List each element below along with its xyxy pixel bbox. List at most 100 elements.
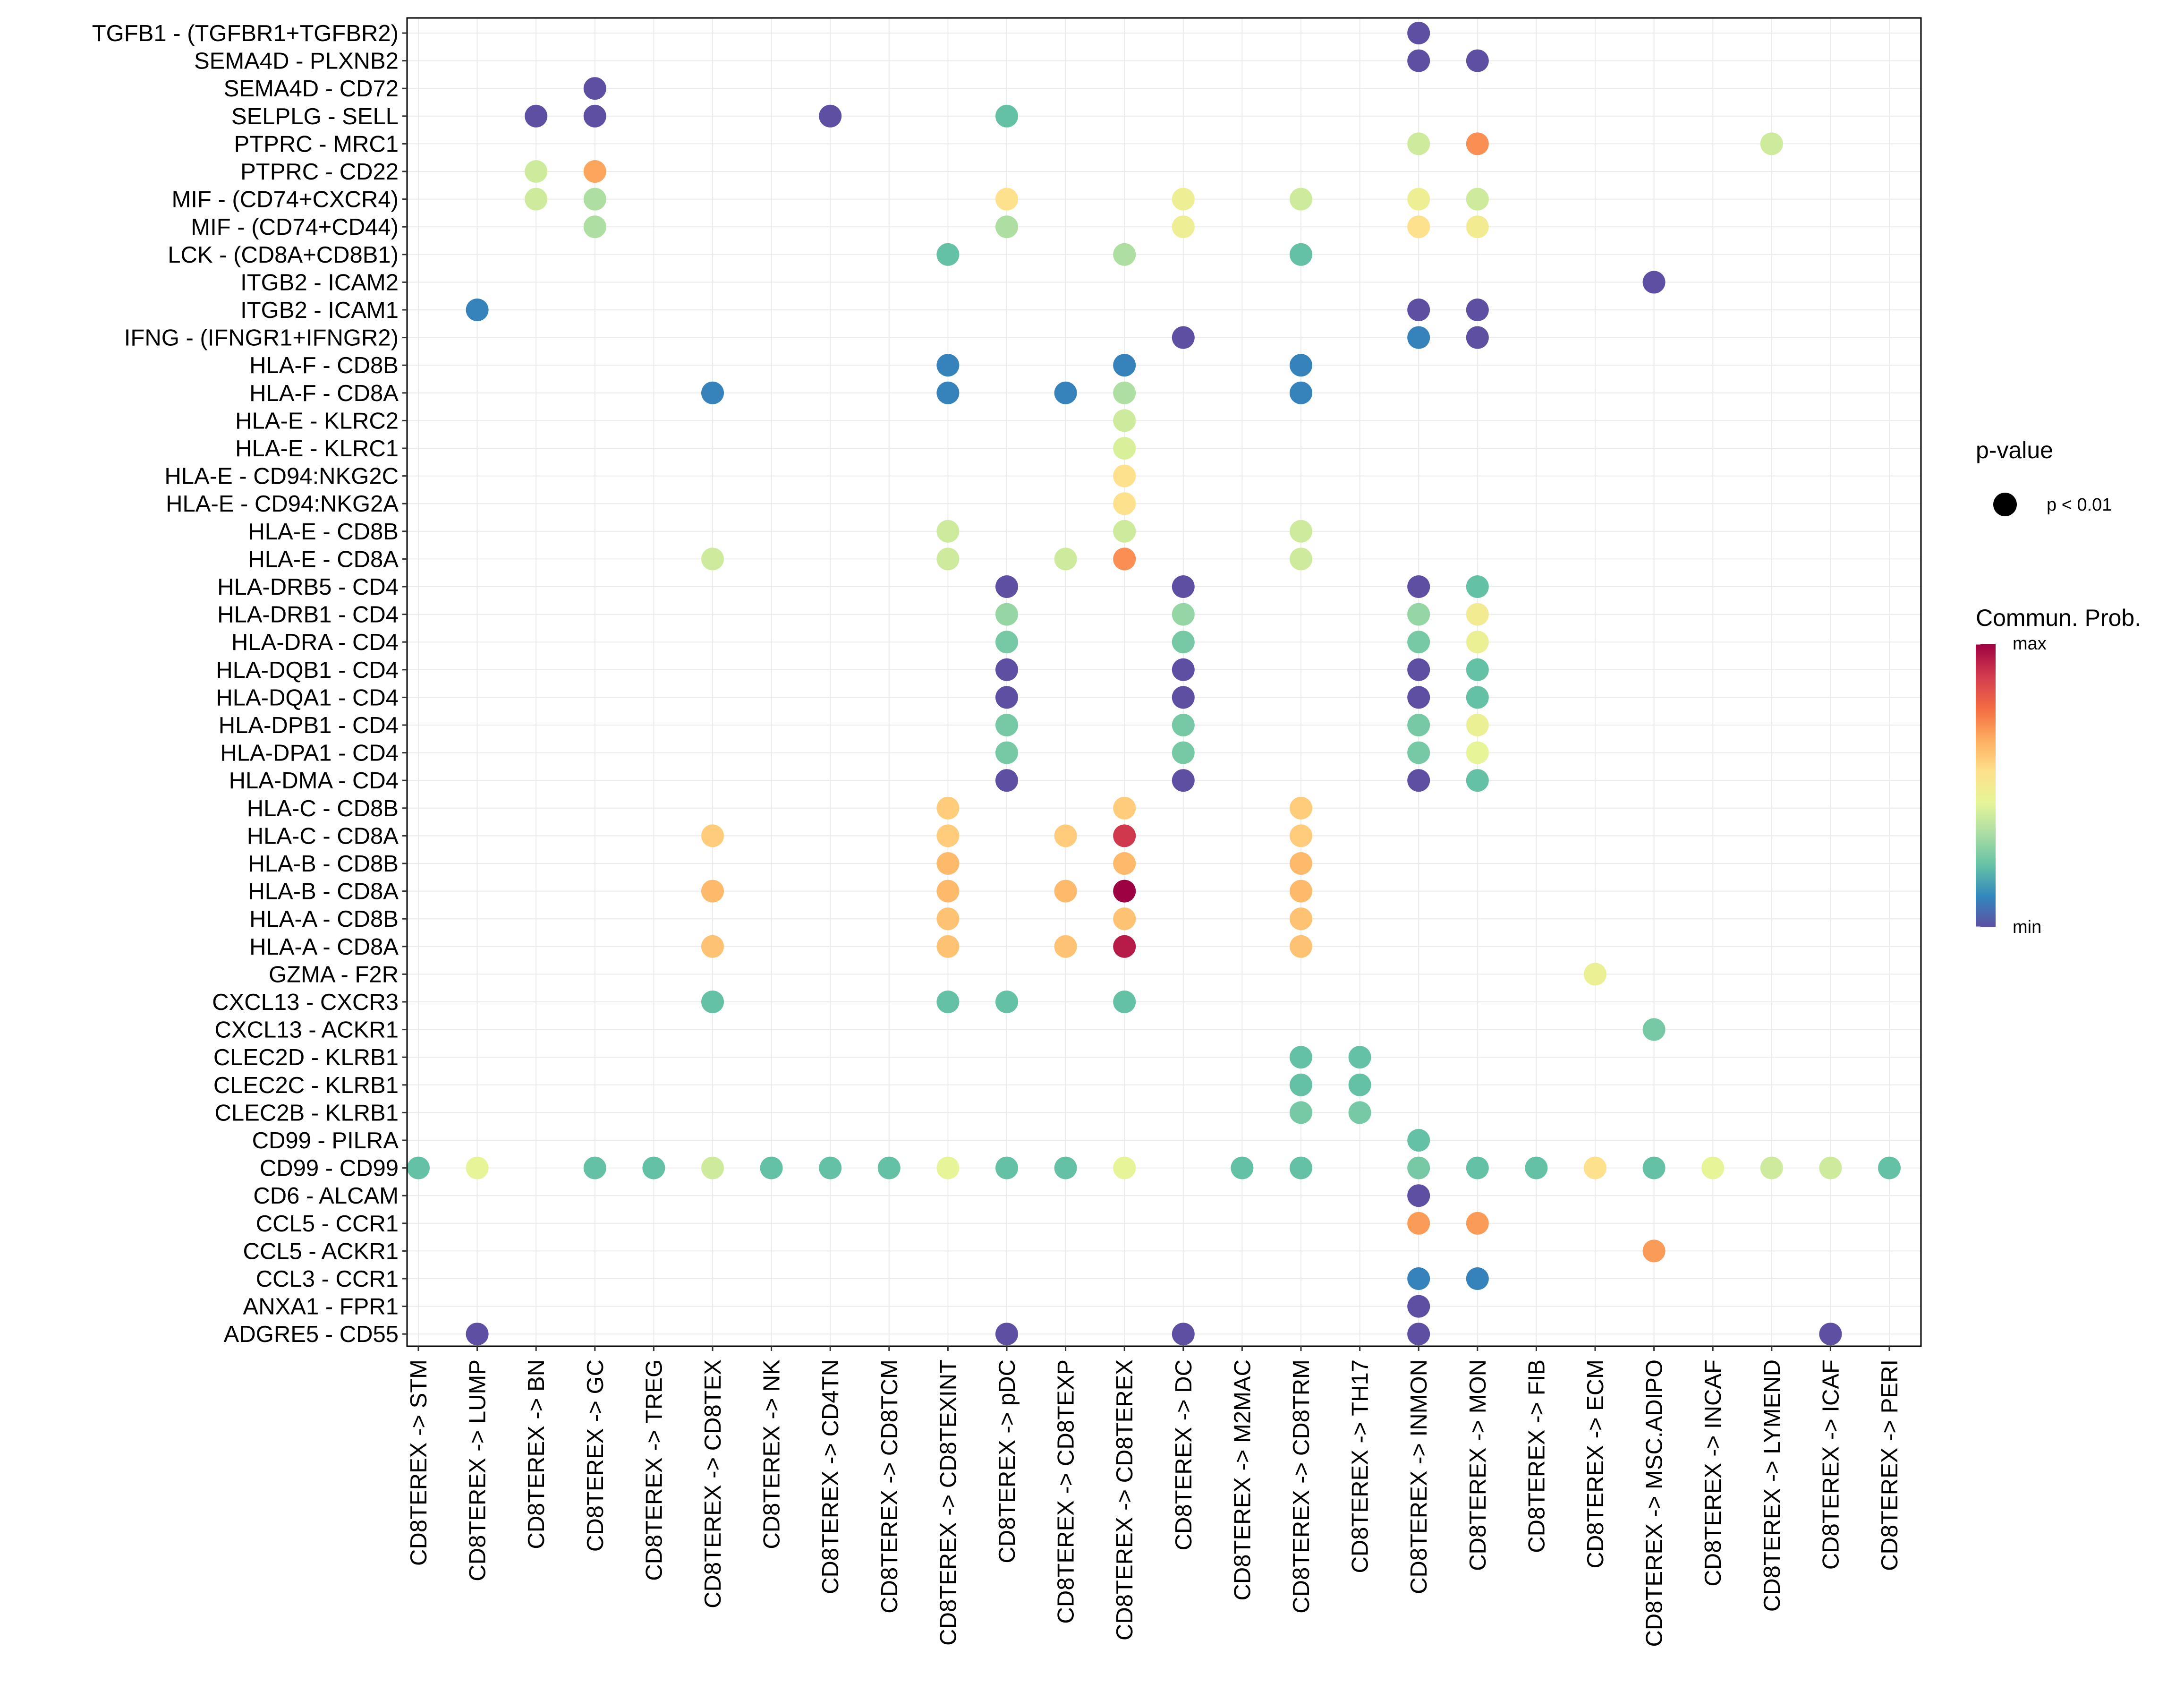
- data-point: [466, 1156, 489, 1179]
- data-point: [1642, 1239, 1666, 1263]
- data-point: [1348, 1073, 1371, 1096]
- x-axis: CD8TEREX -> STM CD8TEREX -> LUMP CD8TEREX …: [406, 1346, 1903, 1647]
- data-point: [1172, 714, 1195, 736]
- y-tick-label: MIF - (CD74+CD44): [191, 214, 399, 240]
- data-point: [583, 160, 606, 183]
- data-point: [583, 104, 606, 128]
- data-point: [1054, 547, 1077, 571]
- data-point: [1172, 326, 1195, 349]
- data-point: [1407, 741, 1430, 764]
- data-point: [1407, 1156, 1430, 1179]
- grid-lines: [407, 18, 1921, 1346]
- data-point: [583, 188, 606, 211]
- y-tick-label: HLA-C - CD8B: [247, 796, 399, 821]
- data-point: [1054, 1156, 1077, 1179]
- data-point: [1172, 188, 1195, 211]
- data-point: [1466, 215, 1489, 239]
- data-point: [1113, 1156, 1136, 1179]
- data-point: [936, 354, 960, 377]
- data-point: [1466, 1212, 1489, 1235]
- data-point: [1113, 796, 1136, 820]
- data-point: [1113, 824, 1136, 847]
- data-point: [936, 824, 960, 847]
- data-point: [1172, 686, 1195, 709]
- data-points: [407, 22, 1901, 1346]
- data-point: [1172, 741, 1195, 764]
- data-point: [1407, 631, 1430, 654]
- data-point: [1172, 631, 1195, 654]
- y-tick-label: HLA-DRA - CD4: [231, 630, 399, 655]
- data-point: [1407, 603, 1430, 626]
- y-tick-label: IFNG - (IFNGR1+IFNGR2): [124, 325, 399, 351]
- y-tick-label: HLA-DQA1 - CD4: [216, 685, 399, 710]
- data-point: [1407, 49, 1430, 72]
- y-tick-label: ITGB2 - ICAM1: [240, 298, 399, 323]
- data-point: [995, 104, 1018, 128]
- data-point: [1290, 935, 1312, 958]
- y-tick-label: CCL5 - CCR1: [256, 1211, 399, 1237]
- data-point: [995, 658, 1018, 681]
- data-point: [1113, 520, 1136, 543]
- data-point: [1407, 299, 1430, 321]
- data-point: [1466, 769, 1489, 792]
- y-tick-label: CLEC2B - KLRB1: [215, 1100, 399, 1126]
- pvalue-legend-dot: [1993, 493, 2017, 516]
- data-point: [1290, 188, 1312, 211]
- data-point: [701, 824, 724, 847]
- y-tick-label: HLA-E - CD94:NKG2A: [166, 491, 399, 517]
- data-point: [1172, 575, 1195, 598]
- data-point: [1760, 1156, 1783, 1179]
- data-point: [1466, 575, 1489, 598]
- data-point: [1172, 215, 1195, 239]
- data-point: [1290, 824, 1312, 847]
- data-point: [1113, 852, 1136, 875]
- data-point: [1348, 1101, 1371, 1124]
- data-point: [525, 188, 548, 211]
- data-point: [583, 77, 606, 100]
- data-point: [1407, 188, 1430, 211]
- x-tick-label: CD8TEREX -> CD8TEXP: [1054, 1359, 1079, 1624]
- x-tick-label: CD8TEREX -> NK: [759, 1359, 785, 1549]
- data-point: [995, 603, 1018, 626]
- pvalue-legend-title: p-value: [1976, 437, 2053, 463]
- legend: p-value p < 0.01 Commun. Prob. max min: [1976, 437, 2141, 937]
- colorbar-max-label: max: [2013, 634, 2047, 654]
- data-point: [1407, 658, 1430, 681]
- data-point: [1407, 1129, 1430, 1152]
- data-point: [819, 104, 842, 128]
- data-point: [1172, 1323, 1195, 1346]
- data-point: [1113, 907, 1136, 931]
- data-point: [1466, 631, 1489, 654]
- data-point: [1290, 1073, 1312, 1096]
- data-point: [936, 991, 960, 1013]
- data-point: [1584, 963, 1606, 986]
- y-tick-label: SEMA4D - CD72: [224, 76, 399, 102]
- data-point: [583, 215, 606, 239]
- data-point: [1290, 243, 1312, 266]
- x-tick-label: CD8TEREX -> pDC: [994, 1359, 1020, 1563]
- data-point: [1290, 907, 1312, 931]
- data-point: [1113, 381, 1136, 404]
- data-point: [936, 520, 960, 543]
- data-point: [995, 991, 1018, 1013]
- y-tick-label: HLA-B - CD8A: [248, 879, 399, 905]
- data-point: [936, 935, 960, 958]
- y-tick-label: CCL3 - CCR1: [256, 1266, 399, 1292]
- data-point: [1113, 464, 1136, 487]
- data-point: [936, 880, 960, 903]
- x-tick-label: CD8TEREX -> CD8TEXINT: [935, 1359, 961, 1646]
- y-tick-label: HLA-A - CD8B: [249, 906, 399, 932]
- y-tick-label: PTPRC - MRC1: [234, 131, 399, 157]
- data-point: [877, 1156, 901, 1179]
- data-point: [1172, 769, 1195, 792]
- data-point: [1113, 991, 1136, 1013]
- y-tick-label: GZMA - F2R: [269, 962, 399, 987]
- y-tick-label: HLA-E - CD8B: [248, 519, 399, 545]
- data-point: [1113, 935, 1136, 958]
- data-point: [1407, 1212, 1430, 1235]
- data-point: [819, 1156, 842, 1179]
- x-tick-label: CD8TEREX -> LYMEND: [1759, 1359, 1785, 1612]
- data-point: [995, 188, 1018, 211]
- data-point: [1113, 354, 1136, 377]
